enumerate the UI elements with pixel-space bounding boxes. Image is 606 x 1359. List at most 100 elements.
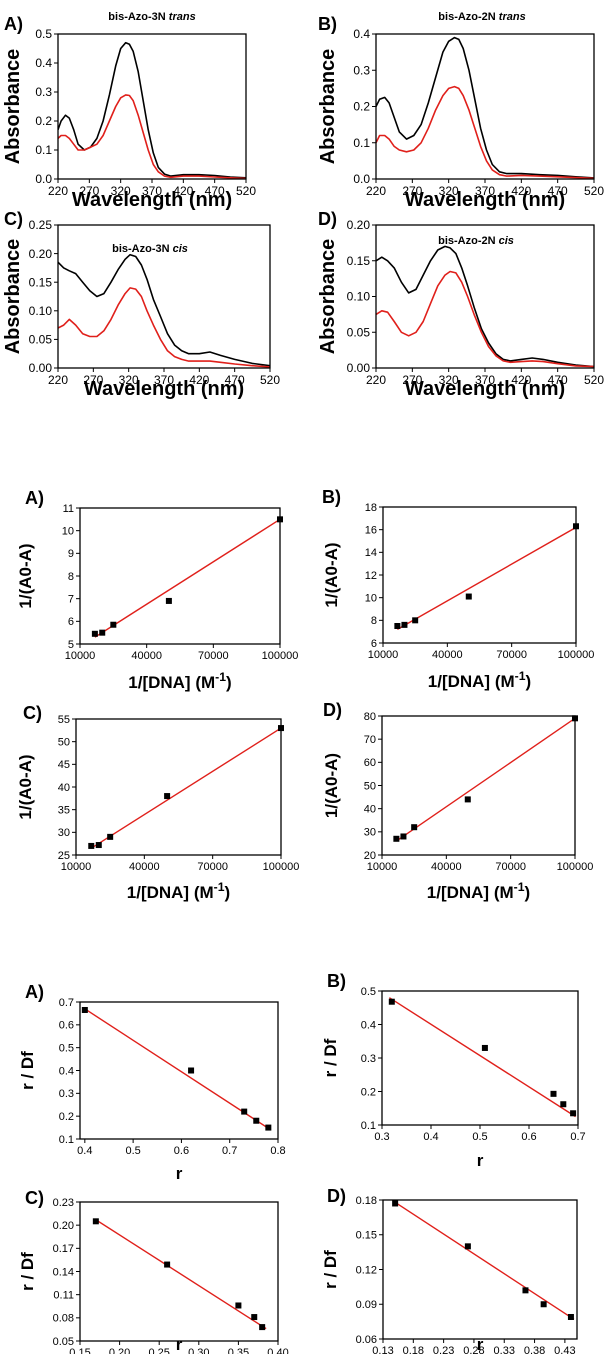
y-tick-label: 0.06 (356, 1334, 377, 1346)
x-tick-label: 0.30 (188, 1347, 209, 1354)
y-tick-label: 10 (62, 526, 74, 538)
y-tick-label: 35 (58, 805, 70, 817)
y-axis-label: 1/(A0-A) (322, 753, 341, 818)
chart-6: 10000 40000 70000 100000 6 8 10 12 14 16 18 B) 1/(A0… (322, 487, 594, 691)
y-tick-label: 0.00 (29, 361, 53, 375)
x-tick-label: 0.3 (374, 1131, 389, 1143)
y-tick-label: 50 (364, 780, 376, 792)
data-point (464, 796, 471, 803)
x-tick-label: 0.38 (524, 1345, 545, 1354)
plot-area (388, 997, 576, 1118)
x-tick-label: 0.43 (554, 1345, 575, 1354)
x-tick-label: 0.4 (77, 1145, 92, 1157)
plot-area (397, 526, 576, 631)
panel-label: D) (327, 1186, 346, 1206)
data-point (540, 1301, 547, 1308)
data-point (164, 1261, 171, 1268)
x-axis-label-end: ) (226, 673, 232, 692)
y-tick-label: 30 (58, 827, 70, 839)
data-point (99, 629, 106, 636)
x-axis-label-end: ) (526, 672, 532, 691)
y-tick-label: 0.5 (59, 1043, 74, 1055)
x-axis-label: Wavelength (nm) (405, 378, 565, 400)
data-point (165, 597, 172, 604)
x-tick-label: 270 (83, 373, 103, 387)
data-point (465, 593, 472, 600)
x-tick-label: 270 (79, 184, 99, 198)
y-tick-label: 0.05 (53, 1336, 74, 1348)
x-axis-label-superscript: -1 (514, 880, 525, 894)
chart-title: bis-Azo-2N trans (438, 11, 525, 23)
x-axis-label: Wavelength (nm) (72, 189, 232, 211)
x-tick-label: 0.20 (109, 1347, 130, 1354)
x-tick-label: 0.7 (570, 1131, 585, 1143)
chart-title-main: bis-Azo-3N (112, 243, 173, 255)
y-tick-label: 0.2 (35, 114, 52, 128)
chart-title: bis-Azo-3N cis (112, 243, 188, 255)
x-axis-label: r (477, 1335, 484, 1354)
data-point (91, 630, 98, 637)
x-axis-label: 1/[DNA] (M-1) (128, 670, 231, 692)
chart-5: 10000 40000 70000 100000 5 6 7 8 9 10 11 A) 1/(A0-A)… (16, 488, 298, 692)
x-tick-label: 220 (48, 373, 68, 387)
x-axis-label-superscript: -1 (515, 669, 526, 683)
y-tick-label: 70 (364, 734, 376, 746)
y-tick-label: 0.3 (353, 63, 370, 77)
y-tick-label: 14 (365, 547, 377, 559)
x-tick-label: 320 (439, 184, 459, 198)
fit-line (90, 727, 281, 849)
y-tick-label: 7 (68, 594, 74, 606)
x-tick-label: 0.6 (174, 1145, 189, 1157)
chart-title-italic: trans (499, 11, 526, 23)
data-point (393, 835, 400, 842)
data-point (235, 1302, 242, 1309)
data-point (107, 833, 114, 840)
chart-8: 10000 40000 70000 100000 20 30 40 50 60 70 80 D) 1/(… (322, 700, 593, 902)
y-axis-label: r / Df (321, 1250, 340, 1289)
y-tick-label: 8 (68, 571, 74, 583)
y-tick-label: 20 (364, 850, 376, 862)
plot-area (394, 1201, 575, 1320)
data-point (265, 1124, 272, 1131)
x-tick-label: 420 (189, 373, 209, 387)
x-tick-label: 270 (402, 373, 422, 387)
x-tick-label: 420 (511, 373, 531, 387)
x-tick-label: 0.40 (267, 1347, 288, 1354)
x-tick-label: 520 (584, 184, 604, 198)
y-tick-label: 0.1 (361, 1120, 376, 1132)
y-axis-label: 1/(A0-A) (322, 542, 341, 607)
y-axis-label: Absorbance (2, 49, 24, 165)
x-tick-label: 370 (475, 373, 495, 387)
y-tick-label: 18 (365, 502, 377, 514)
x-axis-label-superscript: -1 (215, 670, 226, 684)
y-tick-label: 0.2 (59, 1111, 74, 1123)
y-axis-label: r / Df (321, 1038, 340, 1077)
y-tick-label: 16 (365, 525, 377, 537)
y-tick-label: 9 (68, 548, 74, 560)
plot-frame (382, 1199, 578, 1340)
x-tick-label: 100000 (262, 650, 299, 662)
data-point (392, 1200, 399, 1207)
plot-area (376, 36, 594, 179)
x-axis-label: 1/[DNA] (M-1) (127, 880, 230, 902)
y-tick-label: 0.23 (53, 1197, 74, 1209)
data-point (570, 1110, 577, 1117)
panel-label: A) (25, 982, 44, 1002)
chart-title-main: bis-Azo-2N (438, 11, 499, 23)
data-point (110, 621, 117, 628)
x-tick-label: 100000 (263, 861, 300, 873)
x-tick-label: 0.25 (148, 1347, 169, 1354)
spectrum-line (58, 287, 270, 368)
x-tick-label: 220 (48, 184, 68, 198)
x-axis-label: r (176, 1164, 183, 1183)
x-tick-label: 10000 (65, 650, 96, 662)
data-point (567, 1313, 574, 1320)
y-tick-label: 30 (364, 827, 376, 839)
x-tick-label: 0.8 (270, 1145, 285, 1157)
x-tick-label: 470 (205, 184, 225, 198)
panel-label: D) (318, 209, 337, 229)
data-point (259, 1324, 266, 1331)
y-axis-label: Absorbance (2, 239, 24, 355)
x-axis-label-end: ) (525, 883, 531, 902)
x-tick-label: 470 (548, 373, 568, 387)
